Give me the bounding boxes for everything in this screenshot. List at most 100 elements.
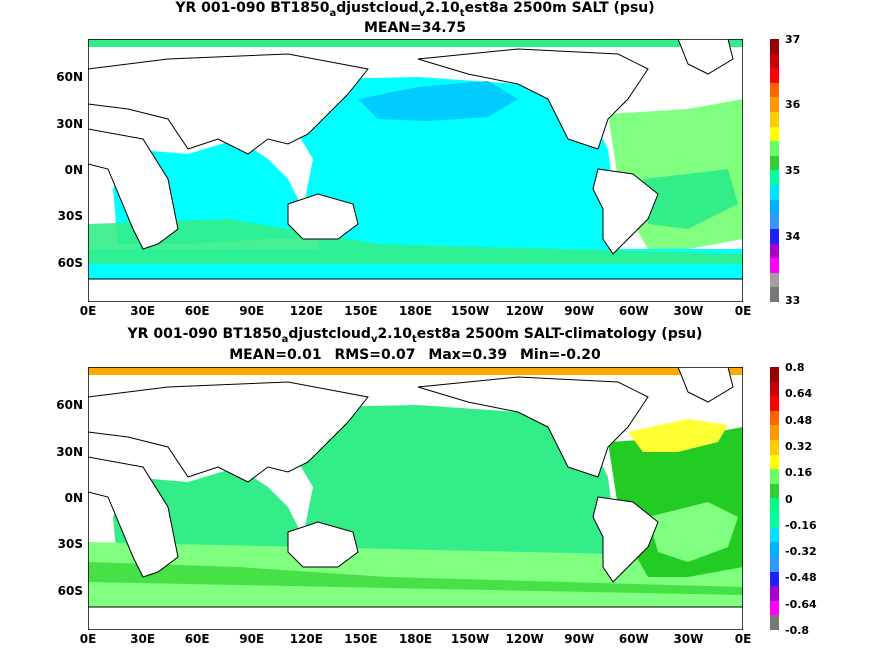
colorbar-segment bbox=[770, 272, 779, 288]
bottom-stats: MEAN=0.01 RMS=0.07 Max=0.39 Min=-0.20 bbox=[0, 347, 830, 363]
top-cbar-label-33: 33 bbox=[785, 294, 801, 307]
top-lon-label: 60W bbox=[618, 304, 649, 318]
top-colorbar-segments bbox=[770, 39, 779, 302]
eurasia-land bbox=[88, 381, 369, 483]
bottom-cbar-label: -0.32 bbox=[785, 545, 817, 559]
top-lon-label: 30E bbox=[130, 304, 156, 318]
colorbar-segment bbox=[770, 82, 779, 98]
top-cbar-label-37: 37 bbox=[785, 33, 801, 46]
bottom-lat-30s: 30S bbox=[57, 537, 83, 551]
southern-band-green bbox=[88, 562, 743, 595]
north-pacific-dark bbox=[358, 81, 518, 121]
bottom-cbar-label: -0.16 bbox=[785, 518, 817, 532]
colorbar-segment bbox=[770, 214, 779, 229]
colorbar-segment bbox=[770, 615, 779, 630]
bottom-map bbox=[88, 367, 743, 630]
top-lon-label: 90E bbox=[239, 304, 265, 318]
colorbar-segment bbox=[770, 440, 779, 455]
bottom-lat-30n: 30N bbox=[56, 445, 83, 459]
bottom-cbar-label: 0.48 bbox=[785, 413, 813, 427]
bottom-cbar-label: 0.64 bbox=[785, 387, 813, 401]
colorbar-segment bbox=[770, 367, 779, 382]
top-lon-label: 30W bbox=[673, 304, 704, 318]
top-lon-label: 150W bbox=[450, 304, 490, 318]
colorbar-segment bbox=[770, 425, 779, 441]
colorbar-segment bbox=[770, 155, 779, 171]
top-lat-60s: 60S bbox=[57, 256, 83, 270]
top-cbar-label-36: 36 bbox=[785, 98, 801, 111]
bottom-lon-label: 0E bbox=[79, 632, 97, 646]
pacific-ocean bbox=[298, 77, 613, 279]
africa-land bbox=[88, 456, 179, 578]
colorbar-segment bbox=[770, 258, 779, 273]
colorbar-segment bbox=[770, 498, 779, 514]
antarctica-land bbox=[88, 606, 743, 630]
top-lat-0n: 0N bbox=[64, 163, 83, 177]
top-map-svg bbox=[88, 39, 743, 302]
africa-land bbox=[88, 128, 179, 250]
antarctica-land bbox=[88, 278, 743, 302]
colorbar-segment bbox=[770, 185, 779, 200]
colorbar-segment bbox=[770, 513, 779, 528]
top-cbar-label-35: 35 bbox=[785, 164, 801, 177]
colorbar-segment bbox=[770, 600, 779, 616]
colorbar-segment bbox=[770, 97, 779, 113]
colorbar-segment bbox=[770, 542, 779, 557]
bottom-rms: RMS=0.07 bbox=[334, 347, 416, 363]
colorbar-segment bbox=[770, 396, 779, 411]
bottom-lon-label: 180E bbox=[398, 632, 433, 646]
top-title: YR 001-090 BT1850adjustcloudv2.10test8a … bbox=[175, 0, 655, 19]
bottom-cbar-label: 0.8 bbox=[785, 361, 805, 374]
bottom-lon-label: 150E bbox=[344, 632, 378, 646]
colorbar-segment bbox=[770, 381, 779, 397]
top-lon-label: 0E bbox=[734, 304, 752, 318]
bottom-cbar-label: -0.8 bbox=[785, 624, 810, 637]
colorbar-segment bbox=[770, 126, 779, 142]
atlantic-green bbox=[643, 169, 738, 229]
arctic-strip-orange bbox=[88, 367, 743, 375]
bottom-mean: MEAN=0.01 bbox=[229, 347, 322, 363]
bottom-lon-label: 120W bbox=[505, 632, 544, 646]
bottom-lon-label: 60E bbox=[184, 632, 210, 646]
colorbar-segment bbox=[770, 199, 779, 215]
top-lon-label: 120W bbox=[505, 304, 544, 318]
bottom-cbar-label: 0.32 bbox=[785, 439, 813, 453]
top-lat-60n: 60N bbox=[56, 70, 83, 84]
colorbar-segment bbox=[770, 483, 779, 499]
colorbar-segment bbox=[770, 454, 779, 470]
colorbar-segment bbox=[770, 243, 779, 259]
top-colorbar bbox=[770, 39, 779, 302]
south-america-land bbox=[592, 168, 659, 255]
bottom-lon-label: 120E bbox=[289, 632, 323, 646]
top-lon-label: 90W bbox=[564, 304, 595, 318]
colorbar-segment bbox=[770, 228, 779, 244]
top-lon-label: 0E bbox=[79, 304, 97, 318]
bottom-lon-label: 90W bbox=[564, 632, 595, 646]
top-lon-label: 120E bbox=[289, 304, 323, 318]
top-lon-label: 180E bbox=[398, 304, 433, 318]
australia-land bbox=[287, 193, 359, 240]
colorbar-segment bbox=[770, 141, 779, 156]
top-map bbox=[88, 39, 743, 302]
south-america-land bbox=[592, 496, 659, 583]
arctic-strip bbox=[88, 39, 743, 47]
top-lon-label: 150E bbox=[344, 304, 378, 318]
bottom-lat-0n: 0N bbox=[64, 491, 83, 505]
colorbar-segment bbox=[770, 571, 779, 587]
bottom-lat-60s: 60S bbox=[57, 584, 83, 598]
top-mean: MEAN=34.75 bbox=[363, 20, 467, 36]
colorbar-segment bbox=[770, 410, 779, 426]
bottom-max: Max=0.39 bbox=[428, 347, 508, 363]
bottom-colorbar-segments bbox=[770, 367, 779, 630]
top-lat-30n: 30N bbox=[56, 117, 83, 131]
bottom-lon-label: 30W bbox=[673, 632, 704, 646]
bottom-title: YR 001-090 BT1850adjustcloudv2.10test8a … bbox=[127, 326, 703, 345]
bottom-lat-60n: 60N bbox=[56, 398, 83, 412]
bottom-cbar-label: 0 bbox=[785, 492, 793, 506]
bottom-cbar-label: -0.64 bbox=[785, 597, 817, 611]
top-cbar-label-34: 34 bbox=[785, 230, 801, 243]
bottom-lon-label: 30E bbox=[130, 632, 156, 646]
bottom-cbar-label: 0.16 bbox=[785, 466, 813, 480]
top-lat-30s: 30S bbox=[57, 209, 83, 223]
colorbar-segment bbox=[770, 68, 779, 83]
